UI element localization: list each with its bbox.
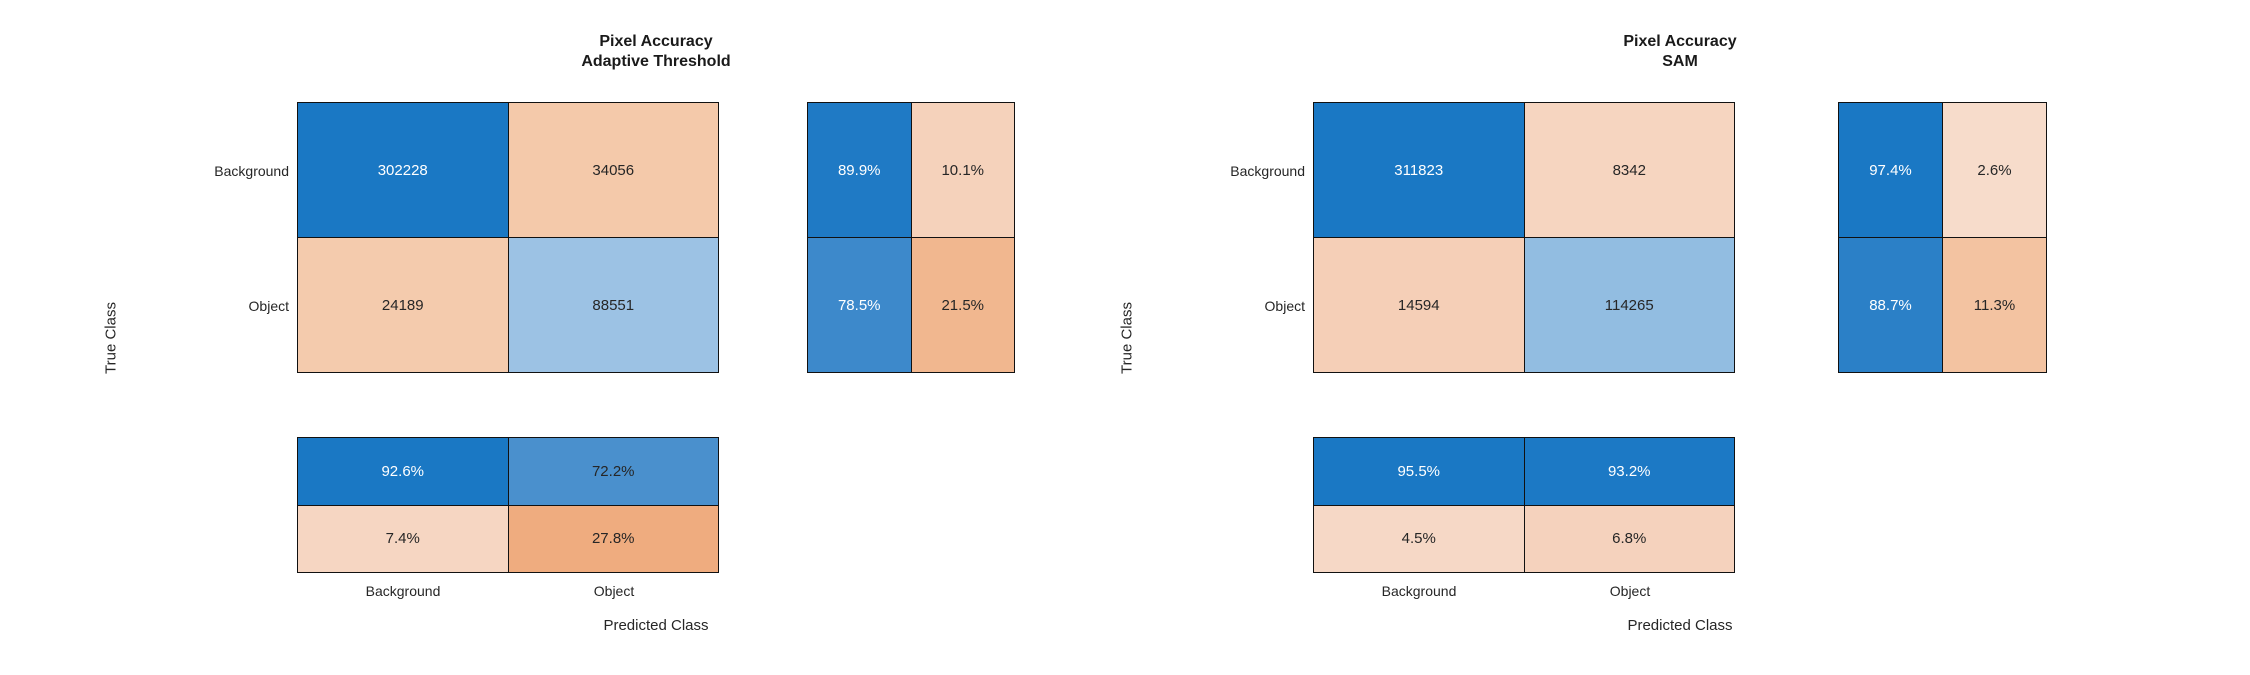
col-summary-cell-obj-ppv: 72.2% [508, 438, 718, 505]
column-normalized-summary: 92.6% 72.2% 7.4% 27.8% [297, 437, 719, 573]
col-summary-cell-obj-fdr: 27.8% [508, 505, 718, 572]
col-summary-cell-bg-ppv: 95.5% [1314, 438, 1524, 505]
row-summary-cell-bg-tpr: 89.9% [808, 103, 911, 237]
x-tick-label-background: Background [365, 583, 441, 599]
row-summary-cell-obj-tpr: 88.7% [1839, 238, 1942, 372]
chart-title-line2: Adaptive Threshold [581, 53, 731, 70]
matrix-cell-true-obj-pred-obj: 88551 [508, 238, 718, 372]
col-summary-cell-obj-fdr: 6.8% [1524, 505, 1734, 572]
matrix-cell-true-bg-pred-bg: 311823 [1314, 103, 1524, 237]
row-summary-cell-bg-tpr: 97.4% [1839, 103, 1942, 237]
y-axis-label: True Class [1118, 302, 1136, 374]
row-normalized-summary: 89.9% 10.1% 78.5% 21.5% [807, 102, 1015, 373]
matrix-cell-true-obj-pred-obj: 114265 [1524, 238, 1734, 372]
matrix-cell-true-obj-pred-bg: 14594 [1314, 238, 1524, 372]
x-axis-label: Predicted Class [603, 617, 709, 634]
y-axis-label: True Class [102, 302, 120, 374]
matrix-cell-true-bg-pred-obj: 34056 [508, 103, 718, 237]
row-summary-cell-obj-fnr: 11.3% [1943, 238, 2046, 372]
column-normalized-summary: 95.5% 93.2% 4.5% 6.8% [1313, 437, 1735, 573]
x-axis-label: Predicted Class [1627, 617, 1733, 634]
chart-title-line1: Pixel Accuracy [599, 33, 713, 50]
col-summary-cell-bg-fdr: 4.5% [1314, 505, 1524, 572]
chart-title: Pixel Accuracy Adaptive Threshold [297, 32, 1015, 72]
confusion-chart-sam: Pixel Accuracy SAM True Class Background… [1119, 33, 2250, 662]
chart-title-line1: Pixel Accuracy [1623, 33, 1737, 50]
matrix-cell-true-bg-pred-bg: 302228 [298, 103, 508, 237]
y-tick-label-object: Object [248, 298, 289, 314]
col-summary-cell-bg-ppv: 92.6% [298, 438, 508, 505]
confusion-chart-adaptive-threshold: Pixel Accuracy Adaptive Threshold True C… [103, 33, 1397, 662]
chart-title: Pixel Accuracy SAM [1313, 32, 2047, 72]
x-tick-label-object: Object [1609, 583, 1651, 599]
x-tick-label-object: Object [593, 583, 635, 599]
row-summary-cell-bg-fnr: 2.6% [1943, 103, 2046, 237]
chart-title-line2: SAM [1662, 53, 1698, 70]
row-normalized-summary: 97.4% 2.6% 88.7% 11.3% [1838, 102, 2047, 373]
row-summary-cell-obj-fnr: 21.5% [911, 238, 1014, 372]
row-summary-cell-obj-tpr: 78.5% [808, 238, 911, 372]
matrix-cell-true-obj-pred-bg: 24189 [298, 238, 508, 372]
confusion-matrix-counts: 311823 8342 14594 114265 [1313, 102, 1735, 373]
col-summary-cell-obj-ppv: 93.2% [1524, 438, 1734, 505]
row-summary-cell-bg-fnr: 10.1% [911, 103, 1014, 237]
y-tick-label-background: Background [214, 163, 289, 179]
y-tick-label-object: Object [1264, 298, 1305, 314]
x-tick-label-background: Background [1381, 583, 1457, 599]
col-summary-cell-bg-fdr: 7.4% [298, 505, 508, 572]
confusion-matrix-counts: 302228 34056 24189 88551 [297, 102, 719, 373]
y-tick-label-background: Background [1230, 163, 1305, 179]
matrix-cell-true-bg-pred-obj: 8342 [1524, 103, 1734, 237]
